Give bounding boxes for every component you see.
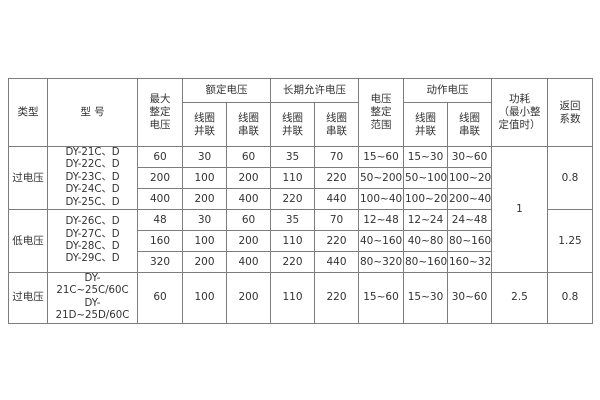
value-cell: 50~200 <box>358 167 404 189</box>
value-cell: 220 <box>270 187 315 211</box>
value-cell: 15~30 <box>403 146 448 168</box>
type-cell: 过电压 <box>8 272 48 324</box>
value-cell: 440 <box>314 251 359 274</box>
power-cell: 2.5 <box>491 272 548 324</box>
value-cell: 30 <box>182 209 227 232</box>
value-cell: 400 <box>226 251 271 274</box>
return-coef-cell: 0.8 <box>547 145 593 211</box>
header-coil-series: 线圈 串联 <box>314 102 359 147</box>
value-cell: 200 <box>226 272 271 324</box>
power-cell: 1 <box>491 145 548 274</box>
value-cell: 100~400 <box>358 187 404 211</box>
header-setting-range: 电压 整定 范围 <box>358 78 404 147</box>
value-cell: 110 <box>270 167 315 189</box>
value-cell: 60 <box>226 146 271 168</box>
table-row: 低电压 DY-26C、D DY-27C、D DY-28C、D DY-29C、D … <box>8 209 593 274</box>
value-cell: 30~60 <box>447 272 492 324</box>
value-cell: 400 <box>226 187 271 211</box>
header-coil-parallel: 线圈 并联 <box>270 102 315 147</box>
value-cell: 80~160 <box>403 251 448 274</box>
header-rated-voltage: 额定电压 <box>182 78 271 103</box>
table-row: 160 100 200 110 220 40~160 40~80 80~160 <box>9 230 593 253</box>
value-cell: 320 <box>137 251 183 274</box>
value-cell: 24~48 <box>447 209 492 232</box>
value-cell: 100 <box>182 272 227 324</box>
table-row: 过电压 DY-21C~25C/60C DY-21D~25D/60C 60 100… <box>8 272 593 324</box>
value-cell: 200 <box>226 230 271 253</box>
table-row: 320 200 400 220 440 80~320 80~160 160~32… <box>9 251 593 274</box>
value-cell: 80~320 <box>358 251 404 274</box>
table-row: 400 200 400 220 440 100~400 100~200 200~… <box>9 187 593 211</box>
value-cell: 60 <box>226 209 271 232</box>
header-return-coefficient: 返回 系数 <box>547 78 593 147</box>
header-coil-series: 线圈 串联 <box>447 102 492 147</box>
value-cell: 110 <box>270 230 315 253</box>
value-cell: 220 <box>314 230 359 253</box>
value-cell: 160~320 <box>447 251 492 274</box>
value-cell: 400 <box>137 187 183 211</box>
value-cell: 35 <box>270 209 315 232</box>
value-cell: 200 <box>182 251 227 274</box>
value-cell: 15~30 <box>403 272 448 324</box>
value-cell: 220 <box>270 251 315 274</box>
header-coil-parallel: 线圈 并联 <box>403 102 448 147</box>
value-cell: 50~100 <box>403 167 448 189</box>
header-coil-series: 线圈 串联 <box>226 102 271 147</box>
value-cell: 12~48 <box>358 209 404 232</box>
value-cell: 80~160 <box>447 230 492 253</box>
table-row: 过电压 DY-21C、D DY-22C、D DY-23C、D DY-24C、D … <box>8 145 593 274</box>
value-cell: 15~60 <box>358 146 404 168</box>
model-cell: DY-21C~25C/60C DY-21D~25D/60C <box>47 272 138 324</box>
value-cell: 440 <box>314 187 359 211</box>
value-cell: 200 <box>182 187 227 211</box>
header-type: 类型 <box>8 78 48 147</box>
header-operating-voltage: 动作电压 <box>403 78 492 103</box>
value-cell: 100 <box>182 167 227 189</box>
value-cell: 110 <box>270 272 315 324</box>
value-cell: 200 <box>137 167 183 189</box>
value-cell: 60 <box>137 272 183 324</box>
header-model: 型 号 <box>47 78 138 147</box>
value-cell: 70 <box>314 209 359 232</box>
value-cell: 100~200 <box>447 167 492 189</box>
header-max-setting-voltage: 最大 整定 电压 <box>137 78 183 147</box>
type-cell: 低电压 <box>8 209 48 274</box>
relay-spec-table: 类型 型 号 最大 整定 电压 额定电压 长期允许电压 电压 整定 范围 动作电… <box>8 78 593 324</box>
model-cell: DY-26C、D DY-27C、D DY-28C、D DY-29C、D <box>47 209 138 274</box>
value-cell: 40~80 <box>403 230 448 253</box>
return-coef-cell: 1.25 <box>547 209 593 274</box>
header-coil-parallel: 线圈 并联 <box>182 102 227 147</box>
value-cell: 100~200 <box>403 187 448 211</box>
value-cell: 48 <box>137 209 183 232</box>
header-long-term-voltage: 长期允许电压 <box>270 78 359 103</box>
value-cell: 30 <box>182 146 227 168</box>
value-cell: 220 <box>314 167 359 189</box>
value-cell: 60 <box>137 146 183 168</box>
value-cell: 100 <box>182 230 227 253</box>
value-cell: 160 <box>137 230 183 253</box>
value-cell: 220 <box>314 272 359 324</box>
value-cell: 15~60 <box>358 272 404 324</box>
value-cell: 30~60 <box>447 146 492 168</box>
value-cell: 35 <box>270 146 315 168</box>
value-cell: 200~400 <box>447 187 492 211</box>
return-coef-cell: 0.8 <box>547 272 593 324</box>
value-cell: 200 <box>226 167 271 189</box>
type-cell: 过电压 <box>8 145 48 211</box>
value-cell: 70 <box>314 146 359 168</box>
header-power-consumption: 功耗 （最小整 定值时） <box>491 78 548 147</box>
value-cell: 12~24 <box>403 209 448 232</box>
model-cell: DY-21C、D DY-22C、D DY-23C、D DY-24C、D DY-2… <box>47 145 138 211</box>
value-cell: 40~160 <box>358 230 404 253</box>
table-row: 200 100 200 110 220 50~200 50~100 100~20… <box>9 167 593 189</box>
